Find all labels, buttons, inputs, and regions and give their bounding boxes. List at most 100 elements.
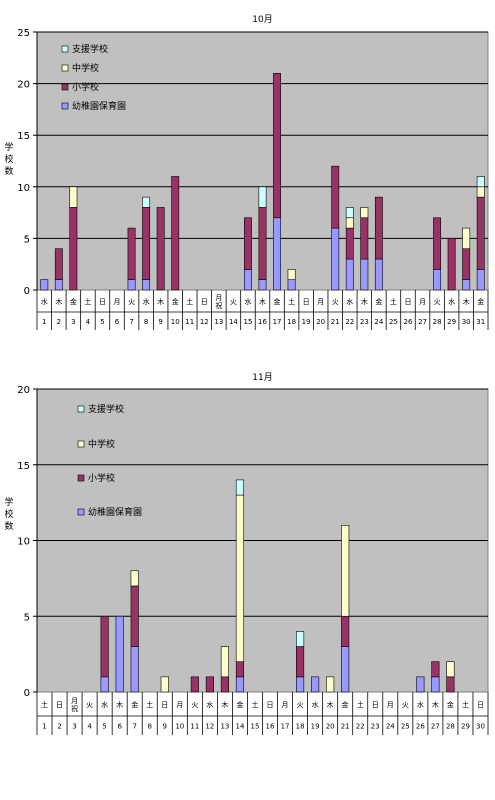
weekday-label: 金 (274, 297, 281, 306)
weekday-label: 土 (462, 700, 469, 709)
weekday-label: 祝 (71, 704, 78, 713)
bar-segment-day-7-series-2 (127, 227, 136, 280)
legend-label: 小学校 (88, 472, 115, 484)
y-tick-label: 25 (17, 28, 30, 39)
chart-1: 10月0510152025学校数支援学校中学校小学校幼稚園保育園水1木2金3土4… (4, 14, 489, 330)
y-tick-label: 0 (24, 286, 30, 297)
bar-segment-day-22-series-1 (345, 258, 354, 291)
legend-swatch (77, 405, 85, 413)
bar-segment-day-23-series-3 (360, 207, 369, 219)
bar-segment-day-27-series-1 (431, 676, 440, 693)
bar-segment-day-17-series-2 (273, 72, 281, 219)
weekday-label: 火 (332, 298, 339, 306)
bar-segment-day-11-series-2 (190, 676, 199, 693)
bar-segment-day-14-series-3 (235, 494, 245, 662)
weekday-label: 日 (372, 701, 379, 709)
day-label: 29 (447, 318, 456, 326)
legend-swatch (77, 474, 85, 482)
legend-swatch (61, 45, 69, 53)
day-label: 6 (117, 723, 122, 731)
legend-label: 幼稚園保育園 (72, 100, 126, 112)
bar-segment-day-18-series-3 (287, 269, 296, 280)
y-tick-label: 20 (17, 385, 30, 396)
day-label: 3 (72, 723, 76, 731)
day-label: 5 (102, 723, 106, 731)
day-label: 24 (386, 723, 395, 731)
bar-segment-day-5-series-2 (100, 615, 109, 678)
day-label: 30 (476, 723, 485, 731)
y-axis-label-char: 校 (4, 508, 13, 520)
day-label: 12 (200, 318, 209, 326)
weekday-label: 水 (206, 700, 213, 709)
weekday-label: 火 (230, 298, 237, 306)
day-label: 30 (462, 318, 471, 326)
weekday-label: 月 (282, 701, 289, 709)
bar-segment-day-5-series-1 (100, 676, 109, 693)
bar-segment-day-31-series-3 (476, 186, 485, 198)
weekday-label: 日 (56, 701, 63, 709)
day-label: 26 (404, 318, 413, 326)
bar-segment-day-24-series-1 (374, 258, 383, 291)
weekday-label: 木 (55, 297, 62, 306)
day-label: 9 (158, 318, 162, 326)
bar-segment-day-10-series-2 (171, 176, 180, 291)
bar-segment-day-18-series-1 (296, 676, 305, 693)
bar-segment-day-13-series-3 (220, 646, 229, 678)
day-label: 14 (229, 318, 238, 326)
weekday-label: 火 (434, 298, 441, 306)
weekday-label: 月 (419, 298, 426, 306)
weekday-label: 木 (463, 297, 470, 306)
legend-label: 中学校 (88, 438, 115, 450)
bar-segment-day-23-series-2 (360, 217, 369, 260)
weekday-label: 水 (312, 700, 319, 709)
legend-label: 幼稚園保育園 (88, 506, 142, 518)
bar-segment-day-27-series-2 (431, 661, 440, 678)
bar-segment-day-7-series-2 (130, 585, 139, 647)
weekday-label: 金 (447, 700, 454, 709)
weekday-label: 金 (375, 297, 382, 306)
bar-segment-day-31-series-4 (476, 176, 485, 188)
y-tick-label: 10 (17, 183, 30, 194)
weekday-label: 土 (357, 700, 364, 709)
day-label: 7 (132, 723, 136, 731)
day-label: 17 (273, 318, 282, 326)
day-label: 16 (258, 318, 267, 326)
bar-segment-day-22-series-4 (345, 207, 354, 219)
weekday-label: 月 (387, 701, 394, 709)
day-label: 19 (302, 318, 311, 326)
y-axis-label-char: 数 (4, 520, 13, 532)
bar-segment-day-8-series-1 (142, 279, 151, 291)
weekday-label: 木 (221, 700, 228, 709)
weekday-label: 日 (404, 298, 411, 306)
bar-segment-day-18-series-1 (287, 279, 296, 291)
weekday-label: 水 (41, 297, 48, 306)
bar-segment-day-8-series-4 (142, 196, 151, 208)
bar-segment-day-30-series-1 (462, 279, 471, 291)
bar-segment-day-17-series-1 (273, 217, 281, 291)
y-tick-label: 20 (17, 80, 30, 91)
day-label: 28 (446, 723, 455, 731)
chart-title: 10月 (252, 14, 272, 25)
weekday-label: 日 (99, 298, 106, 306)
day-label: 1 (42, 318, 46, 326)
weekday-label: 火 (191, 701, 198, 709)
y-axis-label-char: 学 (4, 141, 13, 153)
chart-title: 11月 (252, 372, 272, 383)
day-label: 25 (389, 318, 398, 326)
day-label: 8 (144, 318, 148, 326)
bar-segment-day-30-series-2 (462, 248, 471, 280)
bar-segment-day-2-series-1 (54, 279, 63, 291)
weekday-label: 日 (477, 701, 484, 709)
weekday-label: 水 (244, 297, 251, 306)
weekday-label: 月 (176, 701, 183, 709)
weekday-label: 金 (342, 700, 349, 709)
day-label: 4 (87, 723, 92, 731)
bar-segment-day-28-series-1 (433, 269, 442, 291)
bar-segment-day-20-series-3 (326, 676, 335, 693)
legend-swatch (61, 102, 69, 110)
bar-segment-day-29-series-2 (447, 238, 456, 291)
bar-segment-day-14-series-2 (235, 661, 245, 678)
y-tick-label: 15 (17, 461, 30, 472)
day-label: 28 (433, 318, 442, 326)
